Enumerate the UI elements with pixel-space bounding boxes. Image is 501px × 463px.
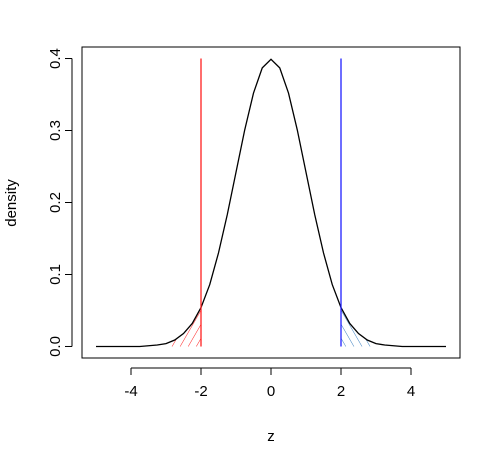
density-curve	[96, 58, 446, 348]
x-tick-label: 2	[337, 383, 345, 400]
x-tick-label: 4	[407, 383, 415, 400]
x-axis-title: z	[267, 428, 275, 445]
x-tick-label: -4	[124, 383, 137, 400]
y-tick-label: 0.1	[47, 264, 64, 285]
y-tick-label: 0.0	[47, 336, 64, 357]
x-tick-label: 0	[267, 383, 275, 400]
x-tick-label: -2	[194, 383, 207, 400]
y-axis-title: density	[3, 179, 20, 227]
y-tick-label: 0.4	[47, 48, 64, 69]
plot-frame	[81, 46, 461, 359]
shaded-region	[166, 307, 201, 347]
y-tick-label: 0.2	[47, 192, 64, 213]
shaded-region	[341, 307, 376, 347]
y-tick-label: 0.3	[47, 120, 64, 141]
